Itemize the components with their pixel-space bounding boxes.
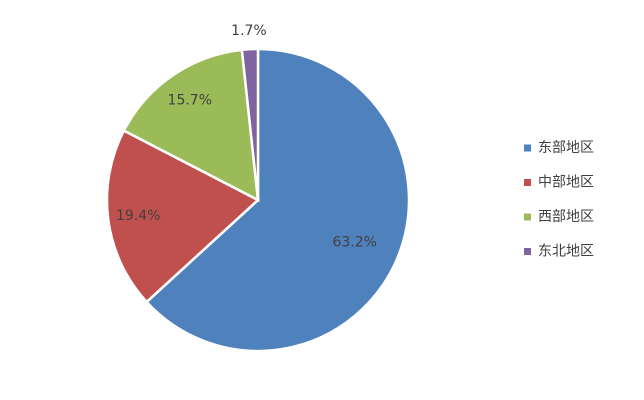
legend-swatch bbox=[524, 179, 531, 186]
pie-slice bbox=[105, 128, 261, 304]
legend-swatch bbox=[524, 213, 531, 221]
legend-label: 东部地区 bbox=[538, 140, 594, 156]
pie-slice bbox=[240, 47, 260, 201]
legend-swatch bbox=[524, 248, 531, 255]
legend-label: 西部地区 bbox=[538, 209, 594, 225]
legend-label: 东北地区 bbox=[538, 244, 594, 260]
pie-slice bbox=[144, 47, 411, 353]
data-label: 19.4% bbox=[116, 208, 160, 224]
pie-slice bbox=[122, 48, 260, 203]
data-label: 15.7% bbox=[168, 92, 212, 108]
data-label: 1.7% bbox=[231, 23, 267, 39]
data-label: 63.2% bbox=[332, 235, 376, 251]
legend-label: 中部地区 bbox=[538, 175, 594, 191]
legend-swatch bbox=[524, 144, 531, 152]
